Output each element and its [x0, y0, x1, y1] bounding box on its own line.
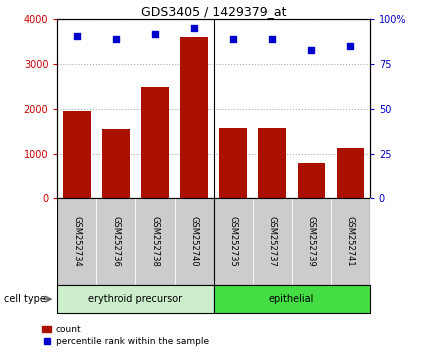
- Bar: [175, 198, 213, 285]
- Bar: [292, 198, 331, 285]
- Bar: [57, 198, 96, 285]
- Text: GSM252738: GSM252738: [150, 216, 159, 267]
- Point: [74, 33, 80, 38]
- Text: GSM252737: GSM252737: [268, 216, 277, 267]
- Bar: [252, 198, 292, 285]
- Bar: [219, 128, 247, 198]
- Bar: [102, 129, 130, 198]
- Point: [152, 31, 159, 36]
- Bar: [331, 198, 370, 285]
- Text: GSM252734: GSM252734: [72, 216, 82, 267]
- Bar: [57, 285, 213, 313]
- Legend: count, percentile rank within the sample: count, percentile rank within the sample: [39, 321, 212, 349]
- Bar: [96, 198, 136, 285]
- Point: [191, 25, 198, 31]
- Bar: [136, 198, 175, 285]
- Bar: [258, 128, 286, 198]
- Text: GSM252740: GSM252740: [190, 216, 198, 267]
- Point: [347, 44, 354, 49]
- Text: GSM252736: GSM252736: [111, 216, 120, 267]
- Bar: [142, 86, 169, 198]
- Text: GSM252739: GSM252739: [307, 216, 316, 267]
- Title: GDS3405 / 1429379_at: GDS3405 / 1429379_at: [141, 5, 286, 18]
- Text: GSM252735: GSM252735: [229, 216, 238, 267]
- Bar: [213, 285, 370, 313]
- Bar: [298, 164, 325, 198]
- Bar: [180, 38, 208, 198]
- Point: [230, 36, 236, 42]
- Point: [308, 47, 314, 53]
- Text: erythroid precursor: erythroid precursor: [88, 294, 182, 304]
- Text: cell type: cell type: [4, 294, 46, 304]
- Bar: [213, 198, 252, 285]
- Point: [113, 36, 119, 42]
- Text: GSM252741: GSM252741: [346, 216, 355, 267]
- Point: [269, 36, 275, 42]
- Bar: [63, 111, 91, 198]
- Bar: [337, 148, 364, 198]
- Text: epithelial: epithelial: [269, 294, 314, 304]
